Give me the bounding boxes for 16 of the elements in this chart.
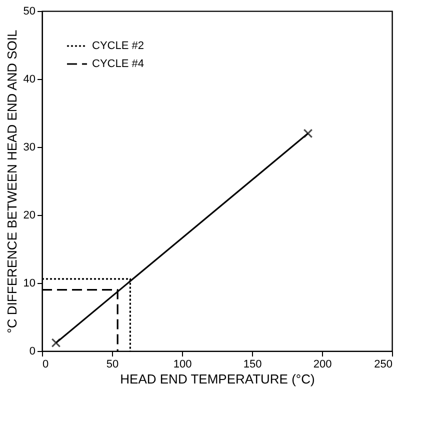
x-tick-label: 100 <box>173 358 192 370</box>
y-tick-label: 20 <box>23 210 36 222</box>
y-axis-title: °C DIFFERENCE BETWEEN HEAD END AND SOIL <box>4 30 20 334</box>
y-tick-label: 50 <box>23 6 36 18</box>
x-tick-label: 250 <box>374 358 392 370</box>
y-tick-label: 30 <box>23 142 36 154</box>
y-tick-label: 0 <box>29 346 36 358</box>
x-tick-label: 0 <box>42 358 49 370</box>
y-tick-label: 40 <box>23 74 36 86</box>
y-tick-label: 10 <box>23 278 36 290</box>
legend-label: CYCLE #2 <box>92 40 144 52</box>
legend-label: CYCLE #4 <box>92 58 144 70</box>
x-tick-label: 150 <box>243 358 262 370</box>
x-tick-label: 200 <box>313 358 332 370</box>
x-axis-title: HEAD END TEMPERATURE (°C) <box>120 372 315 386</box>
x-tick-label: 50 <box>106 358 119 370</box>
